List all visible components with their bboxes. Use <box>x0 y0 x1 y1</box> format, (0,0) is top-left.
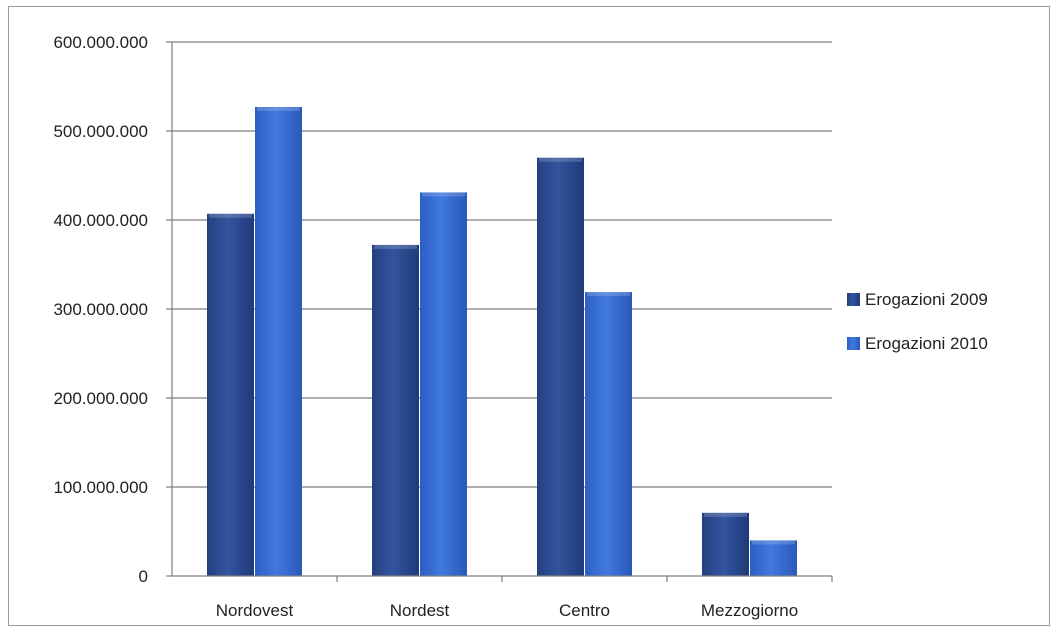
legend-label-1: Erogazioni 2009 <box>865 290 988 309</box>
x-tick-label: Nordovest <box>216 601 294 620</box>
y-tick-label: 100.000.000 <box>53 478 148 497</box>
y-tick-labels: 0 100.000.000 200.000.000 300.000.000 400.00… <box>53 33 148 586</box>
bar-bevel <box>587 292 630 297</box>
bar-bevel <box>422 192 465 197</box>
bar-bevel <box>257 106 300 111</box>
bar-erogazioni-2010-centro <box>585 292 632 576</box>
bar-erogazioni-2009-nordest <box>372 244 419 577</box>
bar-bevel <box>704 512 747 517</box>
y-tick-label: 600.000.000 <box>53 33 148 52</box>
bar-bevel <box>209 213 252 218</box>
legend-label-2: Erogazioni 2010 <box>865 334 988 353</box>
bar-bevel <box>539 157 582 162</box>
bar-erogazioni-2010-mezzogiorno <box>750 540 797 576</box>
y-tick-label: 0 <box>139 567 148 586</box>
bar-bevel <box>374 244 417 249</box>
bar-erogazioni-2009-mezzogiorno <box>702 512 749 576</box>
chart-frame <box>8 6 1050 626</box>
x-tick-label: Nordest <box>390 601 450 620</box>
bars <box>207 106 797 577</box>
legend: Erogazioni 2009 Erogazioni 2010 <box>847 290 988 353</box>
legend-swatch-2 <box>847 337 860 350</box>
bar-erogazioni-2009-nordovest <box>207 213 254 576</box>
y-tick-label: 400.000.000 <box>53 211 148 230</box>
bar-erogazioni-2009-centro <box>537 157 584 576</box>
y-tick-label: 500.000.000 <box>53 122 148 141</box>
y-tick-label: 200.000.000 <box>53 389 148 408</box>
x-tick-label: Mezzogiorno <box>701 601 798 620</box>
bar-erogazioni-2010-nordovest <box>255 106 302 576</box>
x-tick-labels: Nordovest Nordest Centro Mezzogiorno <box>216 601 798 620</box>
axes <box>166 41 833 582</box>
x-tick-label: Centro <box>559 601 610 620</box>
bar-erogazioni-2010-nordest <box>420 192 467 576</box>
bar-bevel <box>752 540 795 545</box>
legend-swatch-1 <box>847 293 860 306</box>
y-tick-label: 300.000.000 <box>53 300 148 319</box>
